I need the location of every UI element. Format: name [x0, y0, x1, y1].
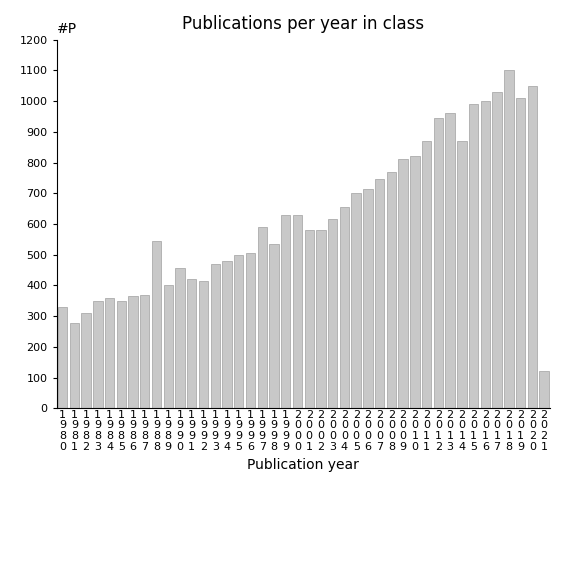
Bar — [293, 215, 302, 408]
Bar — [210, 264, 220, 408]
Bar — [469, 104, 479, 408]
X-axis label: Publication year: Publication year — [247, 458, 359, 472]
Text: #P: #P — [57, 22, 77, 36]
Bar — [105, 298, 114, 408]
Bar — [340, 207, 349, 408]
Bar — [82, 313, 91, 408]
Bar — [281, 215, 290, 408]
Bar — [187, 279, 197, 408]
Bar — [387, 172, 396, 408]
Bar — [446, 113, 455, 408]
Bar — [375, 179, 384, 408]
Bar — [58, 307, 67, 408]
Bar — [457, 141, 467, 408]
Bar — [352, 193, 361, 408]
Bar — [410, 156, 420, 408]
Bar — [269, 244, 278, 408]
Bar — [152, 241, 161, 408]
Bar — [199, 281, 208, 408]
Bar — [528, 86, 537, 408]
Bar — [163, 285, 173, 408]
Bar — [316, 230, 325, 408]
Bar — [363, 189, 373, 408]
Bar — [257, 227, 267, 408]
Bar — [222, 261, 232, 408]
Bar — [128, 296, 138, 408]
Title: Publications per year in class: Publications per year in class — [182, 15, 425, 32]
Bar — [117, 301, 126, 408]
Bar — [93, 301, 103, 408]
Bar — [175, 269, 185, 408]
Bar — [140, 295, 150, 408]
Bar — [516, 98, 525, 408]
Bar — [434, 118, 443, 408]
Bar — [304, 230, 314, 408]
Bar — [399, 159, 408, 408]
Bar — [504, 70, 514, 408]
Bar — [234, 255, 243, 408]
Bar — [539, 371, 549, 408]
Bar — [492, 92, 502, 408]
Bar — [481, 101, 490, 408]
Bar — [328, 219, 337, 408]
Bar — [246, 253, 255, 408]
Bar — [422, 141, 431, 408]
Bar — [70, 323, 79, 408]
